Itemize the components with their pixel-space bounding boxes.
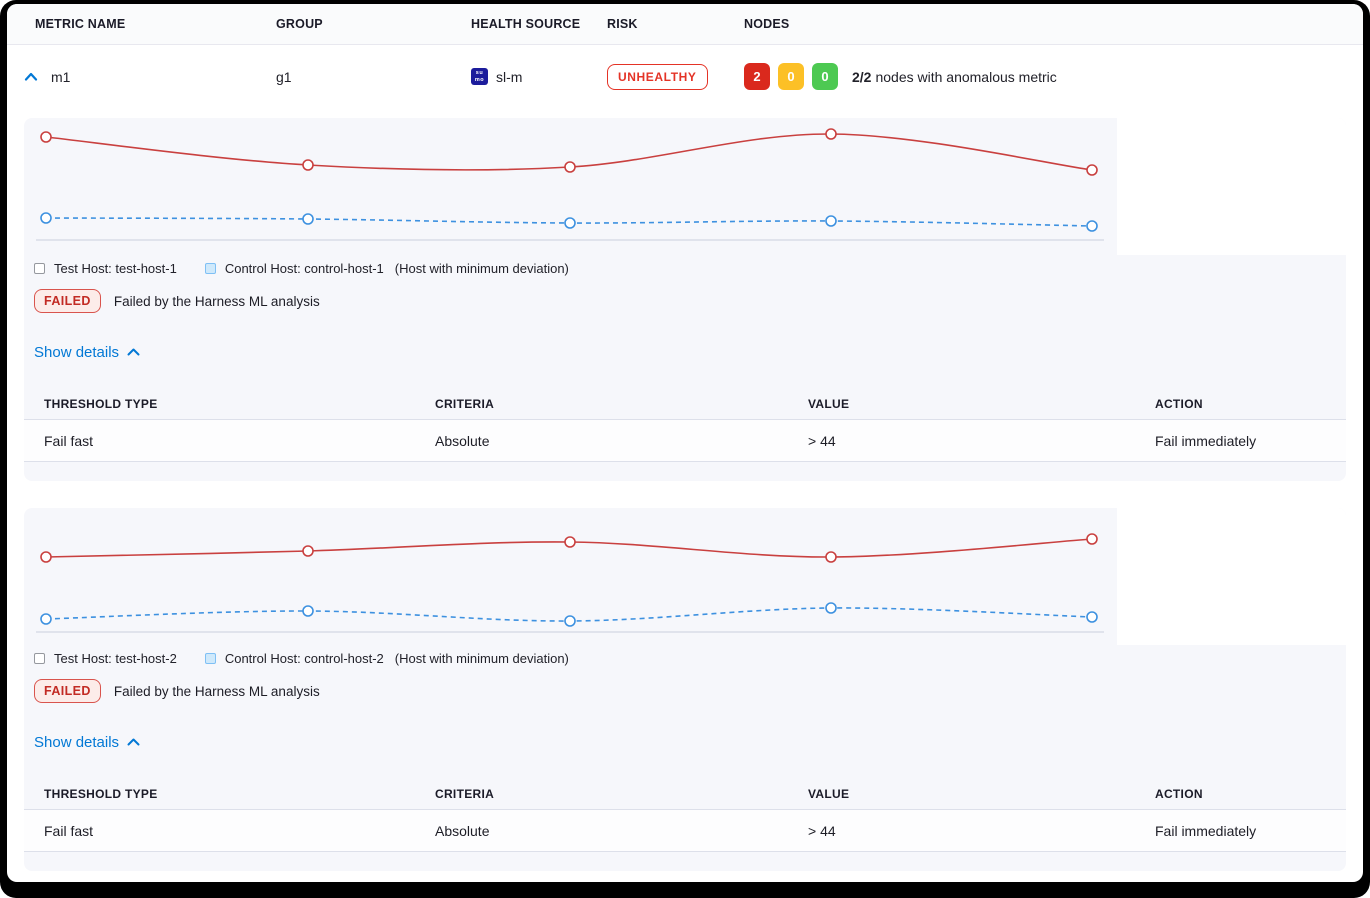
risk-status-badge: UNHEALTHY xyxy=(607,63,708,90)
td-value: > 44 xyxy=(808,432,836,449)
nodes-cell: 2 0 0 2/2 nodes with anomalous metric xyxy=(744,63,1363,90)
th-action: ACTION xyxy=(1155,786,1203,801)
group-cell: g1 xyxy=(276,69,471,85)
th-criteria: CRITERIA xyxy=(435,786,495,801)
nodes-summary: 2/2 nodes with anomalous metric xyxy=(852,69,1057,85)
anomalous-nodes-count-badge: 2 xyxy=(744,63,770,90)
th-threshold-type: THRESHOLD TYPE xyxy=(44,786,158,801)
group-name: g1 xyxy=(276,68,292,85)
show-details-label: Show details xyxy=(34,343,120,361)
legend-item-control-host-2[interactable]: Control Host: control-host-2 (Host with … xyxy=(204,650,569,666)
chart-empty-area-1 xyxy=(1117,118,1346,255)
control-host-label: Control Host: control-host-2 xyxy=(224,650,384,666)
metric-name: m1 xyxy=(51,68,71,85)
metric-name-cell: m1 xyxy=(24,69,276,85)
chevron-up-icon xyxy=(127,348,140,356)
control-host-note: (Host with minimum deviation) xyxy=(394,260,569,276)
column-header-metric-name: METRIC NAME xyxy=(35,17,126,31)
healthy-nodes-count-badge: 0 xyxy=(812,63,838,90)
td-threshold-type: Fail fast xyxy=(44,822,94,839)
test-host-label: Test Host: test-host-1 xyxy=(54,260,177,276)
td-action: Fail immediately xyxy=(1155,822,1257,839)
legend-item-control-host-1[interactable]: Control Host: control-host-1 (Host with … xyxy=(204,260,569,276)
threshold-table-row: Fail fast Absolute > 44 Fail immediately xyxy=(24,810,1346,852)
threshold-table-row: Fail fast Absolute > 44 Fail immediately xyxy=(24,420,1346,462)
failed-status-badge: FAILED xyxy=(34,679,101,703)
threshold-table-header-1: THRESHOLD TYPE CRITERIA VALUE ACTION xyxy=(24,388,1346,420)
analysis-status-row-2: FAILED Failed by the Harness ML analysis xyxy=(34,678,1346,704)
nodes-ratio: 2/2 xyxy=(852,68,872,85)
column-header-risk: RISK xyxy=(607,17,638,31)
chart-row-2 xyxy=(24,508,1346,648)
chart-legend-1: Test Host: test-host-1 Control Host: con… xyxy=(34,260,1346,276)
show-details-toggle-1[interactable]: Show details xyxy=(34,342,140,362)
timeseries-chart-host-2 xyxy=(36,533,1104,633)
td-action: Fail immediately xyxy=(1155,432,1257,449)
column-header-group: GROUP xyxy=(276,17,323,31)
chart-legend-2: Test Host: test-host-2 Control Host: con… xyxy=(34,650,1346,666)
threshold-table-header-2: THRESHOLD TYPE CRITERIA VALUE ACTION xyxy=(24,778,1346,810)
metrics-analysis-view: METRIC NAME GROUP HEALTH SOURCE RISK NOD… xyxy=(7,4,1363,882)
nodes-summary-label: nodes with anomalous metric xyxy=(875,68,1057,85)
analysis-status-row-1: FAILED Failed by the Harness ML analysis xyxy=(34,288,1346,314)
td-value: > 44 xyxy=(808,822,836,839)
th-criteria: CRITERIA xyxy=(435,396,495,411)
legend-item-test-host-2[interactable]: Test Host: test-host-2 xyxy=(34,651,177,666)
failed-status-badge: FAILED xyxy=(34,289,101,313)
show-details-label: Show details xyxy=(34,733,120,751)
table-header: METRIC NAME GROUP HEALTH SOURCE RISK NOD… xyxy=(7,4,1363,45)
test-host-label: Test Host: test-host-2 xyxy=(54,650,177,666)
td-criteria: Absolute xyxy=(435,432,490,449)
legend-item-test-host-1[interactable]: Test Host: test-host-1 xyxy=(34,261,177,276)
timeseries-chart-host-1 xyxy=(36,128,1104,241)
control-host-note: (Host with minimum deviation) xyxy=(394,650,569,666)
failed-status-message: Failed by the Harness ML analysis xyxy=(113,293,320,309)
threshold-table-2: THRESHOLD TYPE CRITERIA VALUE ACTION Fai… xyxy=(24,778,1346,852)
th-threshold-type: THRESHOLD TYPE xyxy=(44,396,158,411)
failed-status-message: Failed by the Harness ML analysis xyxy=(113,683,320,699)
test-host-checkbox-icon[interactable] xyxy=(34,262,45,274)
test-host-checkbox-icon[interactable] xyxy=(34,652,45,664)
control-host-label: Control Host: control-host-1 xyxy=(224,260,384,276)
chart-empty-area-2 xyxy=(1117,508,1346,645)
metric-row[interactable]: m1 g1 su mo sl-m UNHEALTHY 2 0 0 2/2 node… xyxy=(7,45,1363,108)
host-analysis-panel-1: Test Host: test-host-1 Control Host: con… xyxy=(24,118,1346,481)
th-action: ACTION xyxy=(1155,396,1203,411)
td-threshold-type: Fail fast xyxy=(44,432,94,449)
health-source-cell: su mo sl-m xyxy=(471,68,607,85)
threshold-table-1: THRESHOLD TYPE CRITERIA VALUE ACTION Fai… xyxy=(24,388,1346,462)
column-header-health-source: HEALTH SOURCE xyxy=(471,17,581,31)
collapse-chevron-up-icon[interactable] xyxy=(24,72,38,81)
warning-nodes-count-badge: 0 xyxy=(778,63,804,90)
chart-row-1 xyxy=(24,118,1346,258)
control-host-checkbox-icon[interactable] xyxy=(204,652,216,664)
show-details-toggle-2[interactable]: Show details xyxy=(34,732,140,752)
host-analysis-panel-2: Test Host: test-host-2 Control Host: con… xyxy=(24,508,1346,871)
chevron-up-icon xyxy=(127,738,140,746)
th-value: VALUE xyxy=(808,786,850,801)
health-source-name: sl-m xyxy=(496,68,523,85)
column-header-nodes: NODES xyxy=(744,17,790,31)
td-criteria: Absolute xyxy=(435,822,490,839)
risk-cell: UNHEALTHY xyxy=(607,63,744,90)
th-value: VALUE xyxy=(808,396,850,411)
sumo-logic-icon: su mo xyxy=(471,68,488,85)
control-host-checkbox-icon[interactable] xyxy=(204,262,216,274)
